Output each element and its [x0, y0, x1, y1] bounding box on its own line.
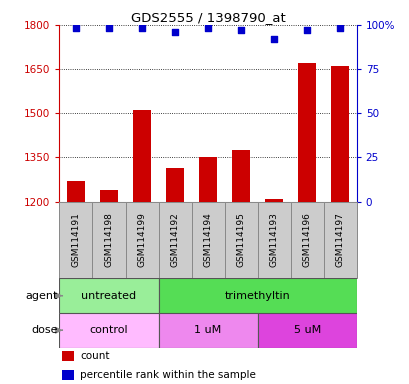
- Bar: [158, 202, 191, 278]
- Text: trimethyltin: trimethyltin: [224, 291, 290, 301]
- Text: GSM114197: GSM114197: [335, 213, 344, 267]
- Text: 1 uM: 1 uM: [194, 325, 221, 335]
- Text: GSM114198: GSM114198: [104, 213, 113, 267]
- Bar: [59, 278, 158, 313]
- Bar: [67, 181, 85, 202]
- Bar: [191, 202, 224, 278]
- Bar: [297, 63, 315, 202]
- Point: [303, 27, 310, 33]
- Text: GSM114193: GSM114193: [269, 213, 278, 267]
- Bar: [330, 66, 348, 202]
- Point: [106, 25, 112, 31]
- Text: GSM114195: GSM114195: [236, 213, 245, 267]
- Bar: [264, 199, 283, 202]
- Text: control: control: [90, 325, 128, 335]
- Text: agent: agent: [25, 291, 57, 301]
- Bar: [59, 313, 158, 348]
- Point: [72, 25, 79, 31]
- Text: GSM114196: GSM114196: [302, 213, 311, 267]
- Bar: [158, 313, 257, 348]
- Text: count: count: [80, 351, 110, 361]
- Bar: [100, 190, 118, 202]
- Point: [138, 25, 145, 31]
- Text: untreated: untreated: [81, 291, 136, 301]
- Bar: [92, 202, 125, 278]
- Bar: [224, 202, 257, 278]
- Point: [270, 36, 277, 42]
- Text: 5 uM: 5 uM: [293, 325, 320, 335]
- Text: GSM114194: GSM114194: [203, 213, 212, 267]
- Bar: [166, 168, 184, 202]
- Bar: [198, 157, 217, 202]
- Bar: [62, 351, 74, 361]
- Bar: [62, 370, 74, 380]
- Bar: [257, 202, 290, 278]
- Text: percentile rank within the sample: percentile rank within the sample: [80, 370, 256, 380]
- Text: GSM114191: GSM114191: [71, 213, 80, 267]
- Bar: [59, 202, 92, 278]
- Bar: [133, 110, 151, 202]
- Text: GSM114192: GSM114192: [170, 213, 179, 267]
- Point: [237, 27, 244, 33]
- Bar: [125, 202, 158, 278]
- Point: [336, 25, 343, 31]
- Bar: [257, 313, 356, 348]
- Bar: [290, 202, 323, 278]
- Text: dose: dose: [31, 325, 57, 335]
- Text: GSM114199: GSM114199: [137, 213, 146, 267]
- Title: GDS2555 / 1398790_at: GDS2555 / 1398790_at: [130, 11, 285, 24]
- Bar: [231, 150, 249, 202]
- Point: [171, 29, 178, 35]
- Point: [204, 25, 211, 31]
- Bar: [323, 202, 356, 278]
- Bar: [158, 278, 356, 313]
